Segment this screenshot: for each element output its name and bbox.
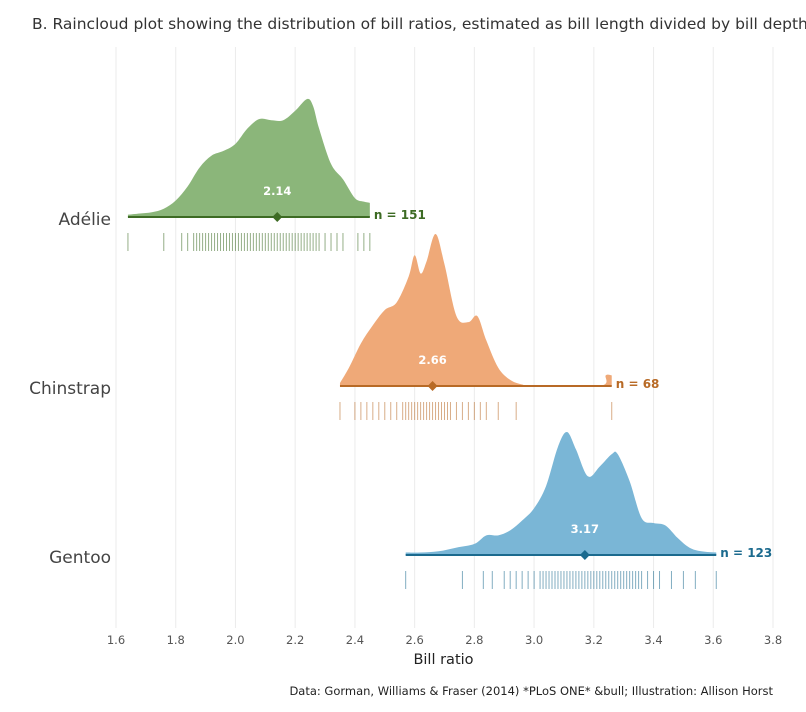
n-label: n = 68 [616, 377, 660, 391]
x-tick-label: 3.2 [585, 633, 603, 647]
median-point [427, 381, 438, 391]
x-axis-title: Bill ratio [413, 652, 473, 668]
median-label: 2.14 [263, 184, 291, 198]
y-category-label: Gentoo [49, 548, 111, 568]
x-tick-label: 3.8 [764, 633, 782, 647]
median-label: 3.17 [571, 522, 599, 536]
x-tick-label: 3.4 [644, 633, 662, 647]
y-category-label: Chinstrap [29, 379, 111, 399]
x-tick-label: 2.2 [286, 633, 304, 647]
n-label: n = 151 [374, 208, 426, 222]
x-tick-label: 3.6 [704, 633, 722, 647]
x-tick-label: 2.8 [465, 633, 483, 647]
x-tick-label: 2.6 [405, 633, 423, 647]
n-label: n = 123 [720, 546, 772, 560]
y-category-label: Adélie [59, 210, 112, 230]
x-tick-label: 1.8 [167, 633, 185, 647]
median-point [272, 212, 283, 222]
x-tick-label: 2.0 [226, 633, 244, 647]
x-tick-label: 3.0 [525, 633, 543, 647]
median-label: 2.66 [418, 353, 446, 367]
median-point [579, 550, 590, 560]
density-adlie [127, 98, 370, 217]
density-gentoo [405, 431, 717, 555]
x-tick-label: 1.6 [107, 633, 125, 647]
chart-caption: Data: Gorman, Williams & Fraser (2014) *… [289, 684, 773, 698]
density-chinstrap [339, 233, 612, 386]
x-tick-label: 2.4 [346, 633, 364, 647]
chart-title: B. Raincloud plot showing the distributi… [32, 15, 806, 33]
